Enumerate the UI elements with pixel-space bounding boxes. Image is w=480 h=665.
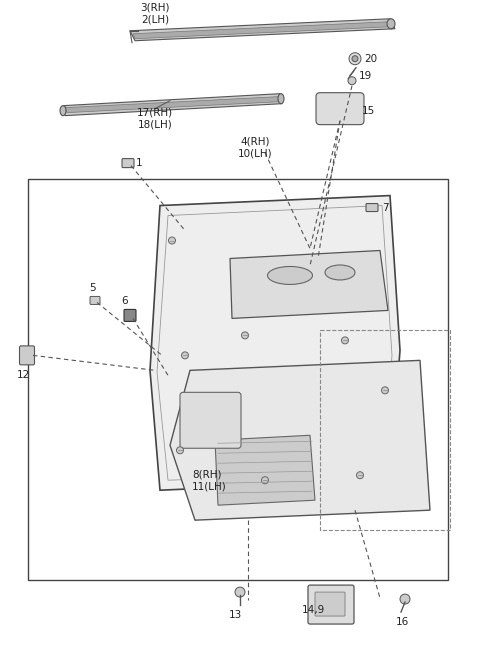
Text: 1: 1: [136, 158, 143, 168]
Circle shape: [181, 352, 189, 359]
Text: 5: 5: [89, 283, 96, 293]
Text: 3(RH)
2(LH): 3(RH) 2(LH): [140, 3, 170, 25]
Ellipse shape: [387, 19, 395, 29]
Polygon shape: [63, 94, 282, 116]
Text: 19: 19: [359, 70, 372, 80]
FancyBboxPatch shape: [366, 203, 378, 211]
Ellipse shape: [60, 106, 66, 116]
Text: 14,9: 14,9: [302, 605, 325, 615]
Ellipse shape: [325, 265, 355, 280]
FancyBboxPatch shape: [122, 158, 134, 168]
Circle shape: [262, 477, 268, 483]
Circle shape: [382, 387, 388, 394]
Polygon shape: [170, 360, 430, 520]
Circle shape: [348, 76, 356, 84]
Circle shape: [341, 337, 348, 344]
Text: 13: 13: [228, 610, 241, 620]
FancyBboxPatch shape: [316, 92, 364, 124]
Circle shape: [235, 587, 245, 597]
Circle shape: [400, 594, 410, 604]
Polygon shape: [150, 196, 400, 490]
Circle shape: [349, 53, 361, 65]
Text: 8(RH)
11(LH): 8(RH) 11(LH): [192, 469, 227, 491]
Bar: [28, 179, 448, 580]
Polygon shape: [230, 251, 388, 319]
Circle shape: [357, 471, 363, 479]
FancyBboxPatch shape: [90, 297, 100, 305]
Ellipse shape: [278, 94, 284, 104]
Text: 17(RH)
18(LH): 17(RH) 18(LH): [137, 108, 173, 130]
Bar: [320, 331, 450, 530]
Polygon shape: [65, 96, 280, 112]
Text: 20: 20: [364, 54, 377, 64]
Text: 12: 12: [16, 370, 30, 380]
Polygon shape: [130, 19, 395, 41]
Text: 16: 16: [396, 617, 408, 627]
FancyBboxPatch shape: [308, 585, 354, 624]
FancyBboxPatch shape: [315, 592, 345, 616]
Circle shape: [352, 56, 358, 62]
Text: 4(RH)
10(LH): 4(RH) 10(LH): [238, 137, 272, 158]
Circle shape: [168, 237, 176, 244]
FancyBboxPatch shape: [20, 346, 35, 365]
Circle shape: [241, 332, 249, 339]
FancyBboxPatch shape: [180, 392, 241, 448]
Circle shape: [177, 447, 183, 454]
Text: 7: 7: [382, 203, 389, 213]
FancyBboxPatch shape: [124, 309, 136, 321]
Text: 6: 6: [122, 297, 128, 307]
Polygon shape: [215, 436, 315, 505]
Polygon shape: [133, 22, 390, 39]
Text: 15: 15: [362, 106, 375, 116]
Ellipse shape: [267, 267, 312, 285]
